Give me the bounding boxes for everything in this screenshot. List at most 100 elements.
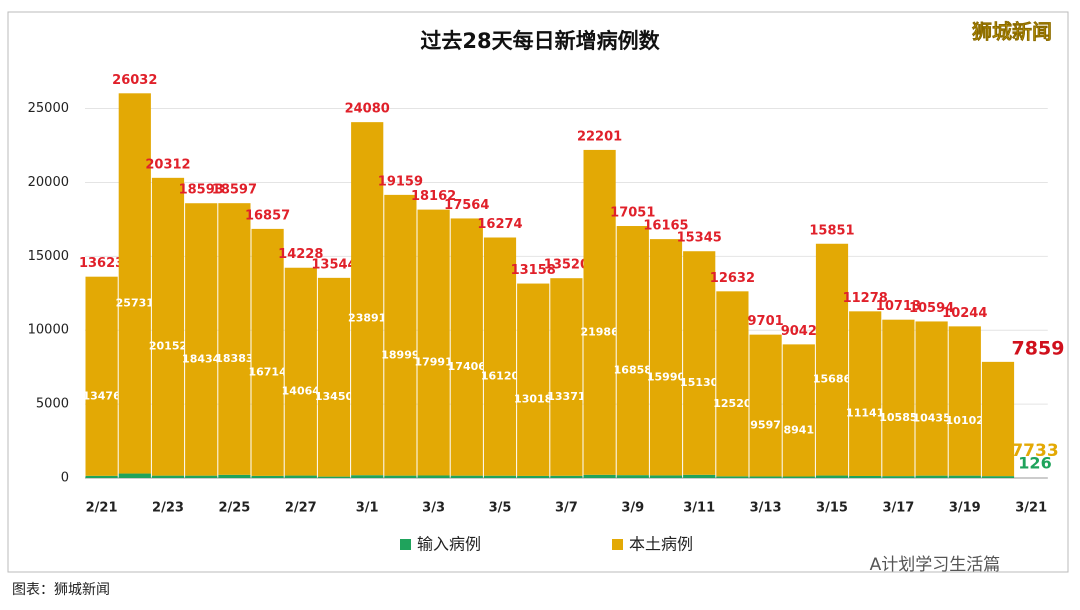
total-label: 10713 [876,299,921,314]
local-label: 9597 [750,419,781,432]
total-label: 7859 [1012,337,1065,359]
bar-segment [185,203,218,476]
bar-segment [981,476,1015,478]
y-tick-label: 20000 [28,175,69,190]
bar-segment [749,334,782,477]
bar-segment [151,475,185,478]
x-tick-label: 3/3 [422,501,445,516]
bar-segment [384,194,417,476]
total-label: 16274 [477,217,522,232]
bar-segment [251,228,284,476]
bar-segment [583,474,616,478]
bar-segment [284,475,317,478]
local-label: 13450 [315,390,354,403]
local-label: 21986 [580,325,619,338]
total-label: 10594 [909,301,954,316]
local-label: 10585 [879,411,917,424]
y-tick-label: 25000 [28,101,69,116]
y-tick-label: 0 [61,471,69,486]
total-label: 15851 [809,223,854,238]
bar-segment [483,475,517,478]
local-label: 10435 [912,412,950,425]
local-label: 13371 [547,390,585,403]
bar-segment [981,361,1015,477]
local-label: 14064 [282,385,321,398]
bar-segment [716,476,749,478]
total-label: 17051 [610,206,655,221]
total-label: 14228 [278,247,323,262]
bar-segment [384,475,417,478]
bar-segment [649,475,683,478]
watermark: 狮城新闻 [972,20,1052,44]
legend-swatch [612,539,623,550]
bar-segment [683,251,716,475]
local-label: 18434 [182,352,221,365]
bar-segment [849,311,882,476]
source: 图表：狮城新闻 [12,582,110,598]
local-label: 16858 [614,364,652,377]
x-tick-label: 3/9 [621,501,644,516]
total-label: 26032 [112,73,157,88]
bar-segment [218,474,251,478]
bar-segment [450,218,483,476]
total-label: 9701 [748,314,784,329]
x-tick-label: 2/25 [218,501,250,516]
bar-segment [483,237,517,476]
x-tick-label: 3/15 [816,501,848,516]
total-label: 11278 [843,291,888,306]
total-label: 12632 [710,271,755,286]
x-tick-label: 3/1 [356,501,379,516]
bar-segment [85,276,118,476]
bar-segment [185,475,218,478]
x-tick-label: 3/19 [949,501,981,516]
bar-segment [749,476,782,478]
local-label: 13476 [82,389,121,402]
bar-segment [218,203,251,475]
total-label: 19159 [378,174,423,189]
local-label: 18999 [381,348,419,361]
local-label: 25731 [116,296,154,309]
total-label: 13623 [79,256,124,271]
local-label: 23891 [348,312,386,325]
bar-segment [284,267,317,476]
bar-segment [517,283,550,476]
local-label: 15990 [647,370,686,383]
total-label: 16857 [245,208,290,223]
total-label: 17564 [444,198,489,213]
total-label: 22201 [577,129,622,144]
bar-segment [649,239,683,476]
local-label: 15686 [813,373,852,386]
x-tick-label: 3/21 [1015,501,1047,516]
total-label: 20312 [145,157,190,172]
x-tick-label: 3/17 [882,501,914,516]
y-tick-label: 15000 [28,249,69,264]
bar-segment [915,321,948,476]
local-label: 17406 [448,360,487,373]
y-tick-label: 10000 [28,323,69,338]
total-label: 24080 [345,102,390,117]
bar-segment [351,122,384,476]
legend-swatch [400,539,411,550]
total-label: 9042 [781,324,817,339]
bar-segment [616,226,649,476]
imported-label: 126 [1018,454,1051,473]
local-label: 17991 [414,356,452,369]
x-tick-label: 2/23 [152,501,184,516]
legend-label: 本土病例 [629,535,693,554]
bar-segment [417,209,450,476]
bar-segment [517,475,550,478]
bar-segment [782,344,815,477]
total-label: 16165 [643,219,688,234]
bar-segment [948,475,981,478]
local-label: 11141 [846,407,884,420]
bar-segment [118,473,151,478]
total-label: 13520 [544,258,589,273]
bar-segment [815,243,849,476]
total-label: 10244 [942,306,987,321]
chart-title: 过去28天每日新增病例数 [420,29,660,53]
bar-segment [550,278,583,476]
local-label: 16714 [248,365,287,378]
total-label: 18162 [411,189,456,204]
local-label: 12520 [713,397,752,410]
